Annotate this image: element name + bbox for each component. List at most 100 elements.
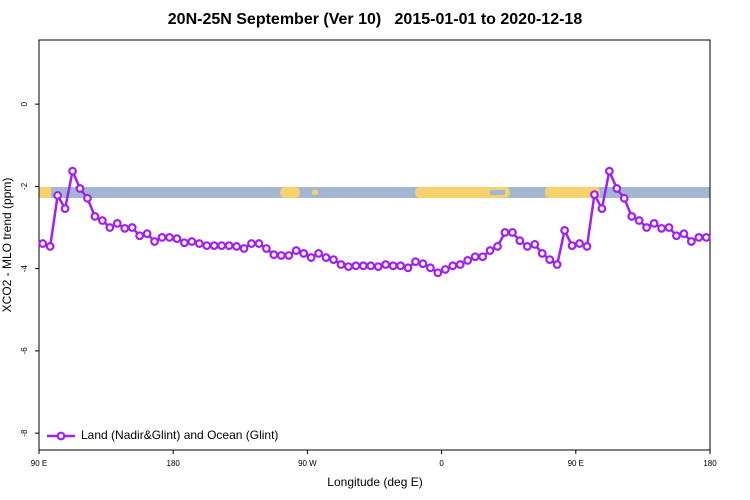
data-point — [500, 228, 510, 237]
data-point — [209, 241, 219, 251]
data-point — [172, 234, 182, 244]
data-point — [373, 262, 383, 271]
data-point — [567, 241, 577, 251]
plot-frame — [38, 39, 711, 451]
data-point — [463, 256, 473, 265]
data-point — [366, 261, 376, 271]
data-point — [590, 190, 599, 200]
data-point — [440, 265, 450, 274]
data-point — [396, 261, 405, 271]
series-line — [42, 167, 707, 275]
data-point — [120, 223, 130, 233]
legend-text: Land (Nadir&Glint) and Ocean (Glint) — [81, 428, 278, 442]
data-point — [530, 239, 540, 249]
x-tick-label: 180 — [703, 459, 717, 468]
data-point — [657, 223, 666, 233]
data-point — [314, 249, 323, 258]
data-point — [202, 241, 212, 251]
data-point — [537, 249, 547, 258]
data-point — [522, 242, 532, 251]
data-point — [612, 184, 622, 193]
data-point — [224, 241, 234, 251]
data-point — [642, 223, 652, 232]
data-point — [329, 255, 338, 264]
data-point — [38, 239, 48, 248]
data-point — [515, 236, 525, 246]
data-point — [112, 219, 122, 228]
data-point — [165, 232, 174, 242]
data-point — [53, 191, 63, 200]
data-point — [411, 257, 420, 267]
data-point — [135, 231, 145, 241]
data-point — [239, 244, 249, 253]
data-point — [388, 261, 398, 271]
data-point — [426, 263, 435, 273]
y-tick-label: -6 — [20, 347, 29, 355]
data-point — [142, 229, 152, 239]
data-point — [433, 268, 443, 278]
data-point — [284, 251, 294, 260]
data-point — [686, 237, 696, 246]
x-tick-label: 180 — [167, 459, 181, 468]
data-point — [672, 231, 681, 241]
data-point — [455, 260, 465, 269]
data-point — [478, 252, 488, 262]
data-point — [552, 260, 562, 269]
data-point — [299, 249, 309, 258]
data-point — [97, 216, 107, 225]
data-point — [381, 260, 391, 269]
data-point — [604, 166, 614, 176]
data-point — [351, 261, 361, 271]
data-point — [485, 246, 495, 255]
data-point — [60, 204, 70, 214]
data-point — [127, 223, 137, 232]
x-axis-label: Longitude (deg E) — [327, 475, 422, 489]
data-point — [701, 232, 711, 242]
data-point — [627, 212, 637, 221]
data-point — [247, 239, 256, 248]
data-point — [254, 239, 264, 248]
data-point — [75, 184, 85, 193]
x-tick-label: 90 E — [31, 459, 47, 468]
data-point — [83, 193, 92, 203]
data-point — [336, 260, 346, 269]
data-point — [508, 228, 517, 237]
data-point — [493, 242, 502, 251]
data-point — [664, 223, 674, 232]
data-point — [470, 252, 480, 262]
data-point — [194, 239, 204, 248]
data-point — [232, 242, 241, 251]
data-point — [694, 232, 704, 242]
data-point — [157, 232, 167, 242]
data-point — [90, 212, 100, 221]
data-point — [45, 242, 55, 251]
data-point — [575, 239, 584, 248]
legend-marker — [56, 431, 66, 441]
y-tick-label: -2 — [20, 182, 29, 190]
data-point — [217, 241, 227, 251]
data-point — [448, 261, 458, 271]
y-tick-label: -8 — [20, 429, 29, 437]
data-point — [545, 255, 555, 264]
data-point — [291, 246, 301, 255]
data-point — [179, 238, 189, 248]
data-point — [597, 204, 607, 214]
data-point — [150, 237, 159, 246]
data-point — [582, 242, 592, 251]
data-point — [261, 244, 271, 253]
data-point — [358, 261, 368, 271]
data-point — [619, 193, 629, 203]
data-point — [269, 250, 279, 260]
y-tick-label: 0 — [20, 101, 29, 106]
data-point — [679, 229, 689, 239]
data-point — [276, 251, 286, 260]
data-point — [344, 262, 353, 271]
data-point — [634, 216, 644, 225]
map-strip — [39, 187, 710, 198]
data-point — [306, 253, 316, 262]
data-point — [321, 253, 331, 262]
data-point — [418, 259, 428, 269]
data-point — [560, 226, 570, 235]
x-tick-label: 90 W — [298, 459, 317, 468]
